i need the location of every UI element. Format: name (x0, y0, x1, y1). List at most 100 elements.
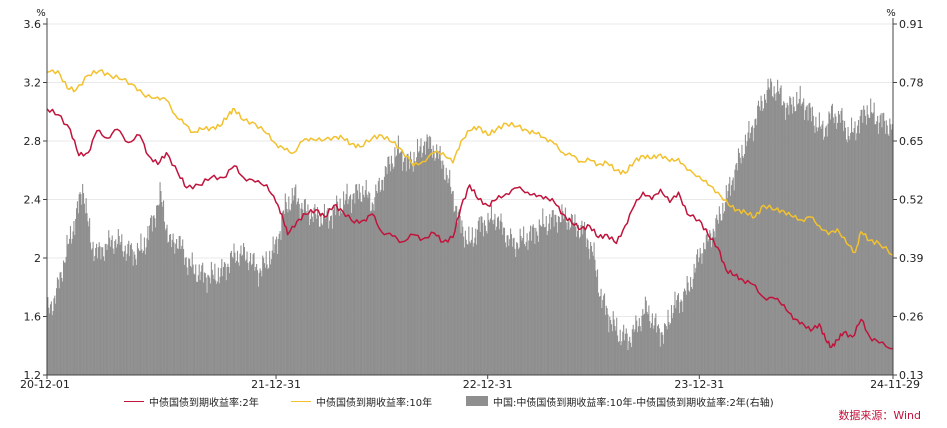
spread-bar (284, 193, 286, 375)
spread-bar (862, 122, 864, 375)
spread-bar (629, 336, 631, 375)
spread-bar (546, 235, 548, 375)
spread-bar (614, 326, 616, 375)
spread-bar (537, 235, 539, 375)
spread-bar (435, 158, 437, 375)
spread-bar (160, 191, 162, 375)
spread-bar (528, 240, 530, 375)
spread-bar (315, 214, 317, 375)
spread-bar (397, 135, 399, 375)
spread-bar (57, 279, 59, 375)
spread-bar (84, 213, 86, 375)
spread-bar (786, 102, 788, 375)
spread-bar (392, 168, 394, 375)
spread-bar (849, 139, 851, 375)
spread-bar (561, 204, 563, 375)
spread-bar (97, 247, 99, 375)
spread-bar (882, 113, 884, 376)
spread-bar (776, 92, 778, 376)
spread-bar (792, 96, 794, 376)
spread-bar (588, 248, 590, 375)
spread-bar (444, 180, 446, 375)
spread-bar (861, 109, 863, 376)
spread-bar (390, 155, 392, 375)
spread-bar (381, 179, 383, 375)
spread-bar (807, 120, 809, 376)
spread-bar (229, 273, 231, 375)
series-line-1 (46, 69, 894, 256)
spread-bar (368, 191, 370, 375)
spread-bar (540, 226, 542, 375)
spread-bar (534, 243, 536, 375)
spread-bar (517, 249, 519, 375)
spread-bar (848, 136, 850, 375)
spread-bar (620, 345, 622, 375)
spread-bar (881, 127, 883, 376)
spread-bar (364, 190, 366, 375)
spread-bar (113, 253, 115, 375)
spread-bar (198, 264, 200, 375)
spread-bar (247, 262, 249, 375)
spread-bar (358, 183, 360, 375)
spread-bar (76, 201, 78, 375)
left-tick-label: 2.8 (24, 135, 42, 148)
spread-bar (764, 94, 766, 375)
spread-bar (539, 224, 541, 375)
spread-bar (710, 247, 713, 375)
spread-bar (157, 205, 159, 375)
spread-bar (137, 248, 139, 375)
x-tick-label: 22-12-31 (463, 378, 513, 391)
spread-bar (526, 233, 528, 375)
spread-bar (426, 134, 428, 375)
spread-bar (275, 239, 277, 375)
spread-bar (405, 171, 407, 375)
spread-bar (394, 147, 396, 375)
spread-bar (186, 267, 188, 375)
spread-bar (833, 123, 835, 375)
spread-bar (122, 256, 125, 375)
spread-bar (112, 248, 114, 375)
spread-bar (517, 243, 519, 375)
spread-bar (244, 261, 246, 375)
spread-bar (313, 207, 315, 375)
spread-bar (532, 224, 534, 375)
spread-bar (475, 228, 477, 375)
spread-bar (355, 184, 357, 375)
spread-bar (492, 224, 494, 375)
spread-bar (612, 311, 614, 375)
spread-bar (101, 247, 103, 375)
spread-bar (122, 251, 124, 375)
spread-bar (411, 165, 413, 375)
spread-bar (175, 243, 177, 375)
spread-bar (142, 250, 145, 375)
spread-bar (324, 218, 326, 375)
spread-bar (289, 209, 291, 375)
spread-bar (739, 157, 741, 375)
spread-bar (873, 102, 875, 375)
spread-bar (51, 315, 53, 375)
spread-bar (850, 132, 852, 375)
spread-bar (477, 220, 479, 375)
spread-bar (703, 242, 705, 375)
spread-bar (754, 119, 756, 375)
spread-bar (460, 233, 462, 375)
spread-bar (169, 234, 171, 375)
spread-bar (496, 217, 499, 375)
spread-bar (679, 302, 681, 375)
spread-bar (310, 209, 312, 375)
spread-bar (89, 218, 91, 375)
spread-bar (403, 161, 405, 375)
spread-bar (269, 250, 271, 375)
spread-bar (89, 242, 92, 375)
spread-bar (770, 81, 773, 376)
spread-bar (263, 263, 265, 375)
spread-bar (645, 300, 647, 375)
spread-bar (334, 206, 336, 375)
spread-bar (365, 179, 367, 375)
spread-bar (171, 239, 173, 375)
spread-bar (755, 118, 757, 376)
spread-bar (779, 87, 781, 375)
dual-axis-chart: % % 1.2 1.6 2 2.4 2.8 3.2 3.6 0.13 0.26 0.39 0.52 0.6… (20, 8, 924, 391)
spread-bar (571, 214, 573, 375)
spread-bar (92, 241, 94, 375)
